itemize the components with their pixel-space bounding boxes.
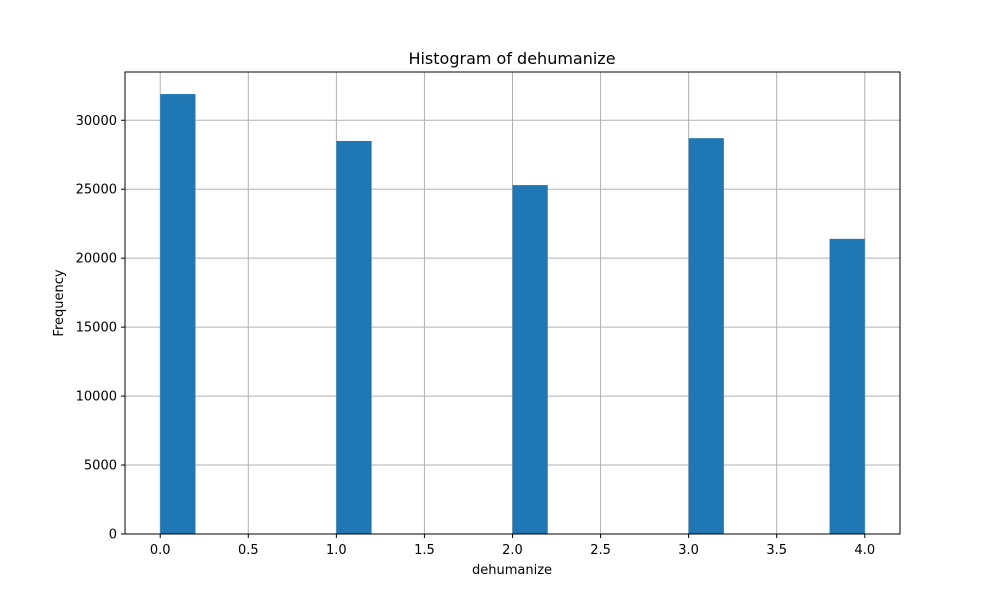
x-tick-label: 3.5 (766, 543, 787, 558)
y-tick-label: 30000 (76, 114, 117, 129)
x-tick-label: 0.5 (238, 543, 259, 558)
bars-layer (160, 94, 865, 535)
chart-title: Histogram of dehumanize (408, 49, 615, 68)
x-tick-label: 2.0 (502, 543, 523, 558)
ticks-layer: 0.0 0.5 1.0 1.5 2.0 2.5 3.0 3.5 4.0 0 5000 10000 150… (76, 114, 875, 558)
x-axis-title: dehumanize (472, 563, 552, 578)
y-tick-label: 15000 (76, 321, 117, 336)
x-tick-label: 2.5 (590, 543, 611, 558)
y-tick-label: 20000 (76, 252, 117, 267)
x-tick-label: 1.0 (326, 543, 347, 558)
x-tick-label: 0.0 (150, 543, 171, 558)
y-tick-label: 25000 (76, 183, 117, 198)
histogram-bar (160, 94, 196, 534)
x-tick-label: 4.0 (854, 543, 875, 558)
x-tick-label: 1.5 (414, 543, 435, 558)
y-tick-label: 5000 (84, 459, 117, 474)
y-tick-label: 0 (109, 528, 117, 543)
histogram-bar (512, 185, 548, 535)
x-tick-label: 3.0 (678, 543, 699, 558)
histogram-bar (336, 140, 372, 534)
histogram-bar (688, 138, 724, 534)
histogram-bar (829, 238, 865, 534)
y-tick-label: 10000 (76, 390, 117, 405)
y-axis-title: Frequency (52, 269, 67, 336)
